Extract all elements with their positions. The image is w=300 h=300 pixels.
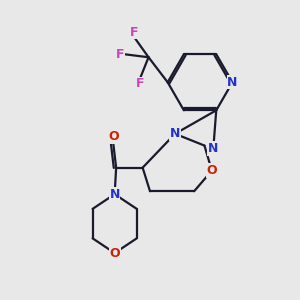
- Text: F: F: [135, 77, 144, 90]
- Text: N: N: [110, 188, 120, 201]
- Text: O: O: [206, 164, 217, 177]
- Text: F: F: [116, 48, 125, 61]
- Text: N: N: [170, 127, 180, 140]
- Text: N: N: [208, 142, 218, 155]
- Text: N: N: [227, 76, 238, 89]
- Text: O: O: [110, 247, 120, 260]
- Text: O: O: [108, 130, 119, 143]
- Text: F: F: [130, 26, 138, 39]
